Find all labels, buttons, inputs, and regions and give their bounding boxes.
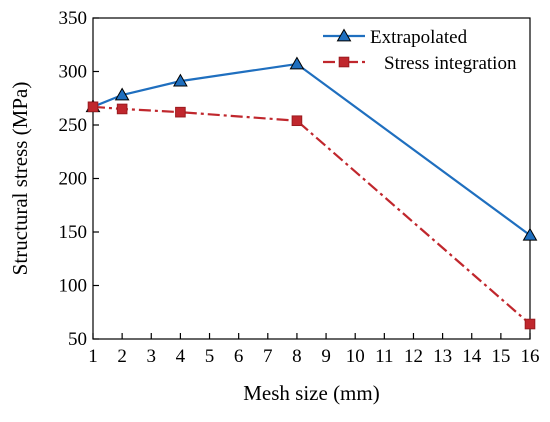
- y-tick-label: 50: [68, 329, 87, 350]
- x-tick-label: 14: [462, 346, 482, 367]
- x-tick-label: 7: [263, 346, 273, 367]
- x-tick-label: 5: [205, 346, 215, 367]
- x-tick-label: 9: [321, 346, 331, 367]
- legend: Extrapolated Stress integration: [323, 27, 517, 74]
- x-tick-label: 12: [404, 346, 423, 367]
- data-point: [175, 106, 186, 118]
- x-tick-label: 11: [375, 346, 393, 367]
- data-point: [87, 101, 99, 113]
- series-line: [92, 62, 531, 237]
- data-point: [289, 56, 305, 70]
- x-tick-label: 10: [346, 346, 365, 367]
- y-tick-label: 200: [59, 169, 88, 190]
- x-axis-label: Mesh size (mm): [243, 381, 379, 405]
- series-line: [92, 105, 531, 325]
- x-tick-label: 15: [491, 346, 510, 367]
- series-1: [87, 101, 536, 330]
- y-tick-label: 350: [59, 8, 88, 29]
- legend-label: Stress integration: [384, 53, 517, 74]
- y-tick-label: 250: [59, 115, 88, 136]
- data-point: [524, 318, 536, 330]
- x-axis-ticks: 1 2 3 4 5 6 7 8 9 10 11 12 13 14 15 16: [88, 333, 540, 367]
- series-0: [85, 56, 538, 241]
- x-tick-label: 8: [292, 346, 302, 367]
- legend-marker: [336, 28, 352, 42]
- data-point: [173, 73, 188, 87]
- x-tick-label: 2: [117, 346, 127, 367]
- y-tick-label: 100: [59, 276, 88, 297]
- data-point: [114, 87, 130, 101]
- series-layer: [85, 56, 538, 330]
- y-axis-label: Structural stress (MPa): [8, 82, 32, 276]
- x-tick-label: 1: [88, 346, 98, 367]
- x-tick-label: 16: [521, 346, 540, 367]
- x-tick-label: 3: [147, 346, 157, 367]
- legend-label: Extrapolated: [370, 27, 468, 48]
- data-point: [116, 103, 128, 115]
- y-axis-ticks: 50 100 150 200 250 300 350: [59, 8, 99, 350]
- x-tick-label: 6: [234, 346, 244, 367]
- y-tick-label: 150: [59, 222, 88, 243]
- legend-marker: [338, 56, 350, 68]
- x-tick-label: 13: [433, 346, 452, 367]
- data-point: [522, 227, 538, 241]
- y-tick-label: 300: [59, 62, 88, 83]
- data-point: [291, 115, 303, 127]
- x-tick-label: 4: [176, 346, 186, 367]
